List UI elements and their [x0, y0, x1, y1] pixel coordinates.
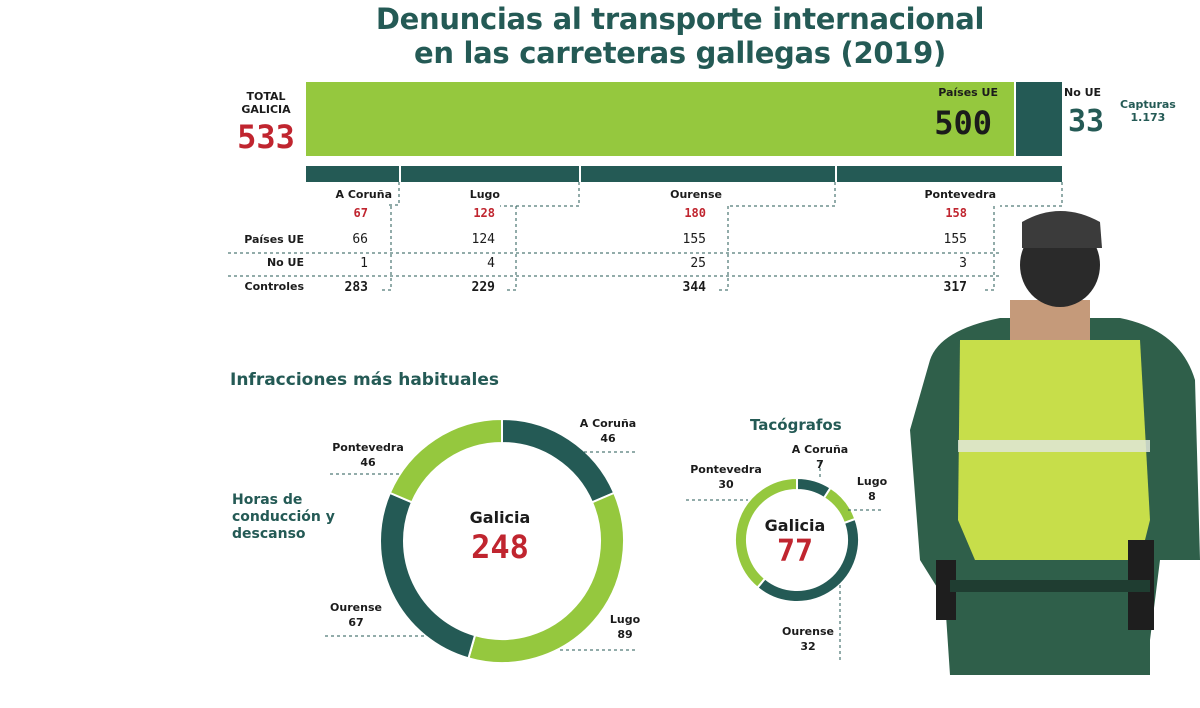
- bar-no-ue-label: No UE: [1064, 86, 1102, 99]
- table-cell: 155: [943, 232, 967, 247]
- donut-value-ourense: 67: [348, 616, 364, 629]
- province-bar-lugo: [401, 166, 579, 182]
- donut-value-lugo: 89: [617, 628, 633, 641]
- donut-label-a-coruna: A Coruña 46: [568, 416, 648, 446]
- bar-no-ue: [1016, 82, 1062, 156]
- province-name-pontevedra: Pontevedra: [924, 188, 996, 201]
- section-title-infracciones: Infracciones más habituales: [230, 370, 499, 390]
- table-cell: 124: [471, 232, 495, 247]
- province-bar-ourense: [581, 166, 835, 182]
- table-cell: 4: [487, 256, 495, 271]
- donut-tacografos: [734, 476, 860, 603]
- bar-paises-ue-label: Países UE: [938, 86, 998, 99]
- bar-paises-ue: [306, 82, 1014, 156]
- table-cell: 317: [943, 280, 967, 295]
- total-galicia-label: TOTAL GALICIA: [241, 90, 291, 116]
- row-label-paises-ue: Países UE: [244, 233, 304, 246]
- chart-title-line-2: en las carreteras gallegas (2019): [414, 36, 946, 70]
- taco-center-value: 77: [776, 534, 814, 569]
- donut-center-value: 248: [471, 528, 529, 566]
- table-cell: 3: [959, 256, 967, 271]
- donut-label-ourense: Ourense 67: [318, 600, 394, 630]
- taco-slice-pontevedra: [734, 476, 798, 590]
- chart-title-line-1: Denuncias al transporte internacional: [375, 2, 985, 36]
- donut-horas-conduccion: [379, 417, 625, 664]
- subtitle-horas-conduccion: Horas de conducción y descanso: [232, 492, 335, 542]
- donut-label-pontevedra: Pontevedra 46: [322, 440, 414, 470]
- donut-value-a-coruna: 46: [600, 432, 616, 445]
- table-cell: 344: [682, 280, 706, 295]
- row-label-controles: Controles: [244, 280, 304, 293]
- donut-label-lugo: Lugo 89: [590, 612, 660, 642]
- province-name-lugo: Lugo: [469, 188, 500, 201]
- chart-title: Denuncias al transporte internacional en…: [300, 2, 1060, 70]
- table-cell: 1: [360, 256, 368, 271]
- table-cell: 229: [471, 280, 495, 295]
- table-cell: 155: [682, 232, 706, 247]
- province-total-pontevedra: 158: [945, 206, 967, 220]
- table-guides: [228, 182, 1063, 291]
- table-cell: 283: [344, 280, 368, 295]
- bar-paises-ue-value: 500: [934, 104, 992, 142]
- taco-center-label: Galicia: [764, 516, 826, 535]
- province-total-lugo: 128: [473, 206, 495, 220]
- taco-label-a-coruna: A Coruña 7: [780, 442, 860, 472]
- province-bar-pontevedra: [837, 166, 1062, 182]
- taco-label-lugo: Lugo 8: [850, 474, 894, 504]
- donut-slice-pontevedra: [388, 417, 503, 504]
- radio-left: [936, 560, 956, 620]
- taco-value-a-coruna: 7: [816, 458, 824, 471]
- taco-value-lugo: 8: [868, 490, 876, 503]
- capturas-note: Capturas 1.173: [1120, 98, 1176, 124]
- donut-guides: [325, 451, 882, 660]
- province-name-a-coruna: A Coruña: [335, 188, 392, 201]
- taco-label-ourense: Ourense 32: [770, 624, 846, 654]
- neck: [1010, 300, 1090, 340]
- taco-value-ourense: 32: [800, 640, 816, 653]
- donut-center-label: Galicia: [469, 508, 531, 527]
- donut-value-pontevedra: 46: [360, 456, 376, 469]
- officer-figure: [910, 211, 1200, 675]
- province-name-ourense: Ourense: [670, 188, 722, 201]
- province-total-a-coruna: 67: [353, 206, 368, 220]
- cap: [1022, 211, 1102, 248]
- section-title-tacografos: Tacógrafos: [750, 416, 842, 434]
- table-cell: 25: [690, 256, 706, 271]
- province-bar-a-coruna: [306, 166, 399, 182]
- bar-no-ue-value: 33: [1068, 104, 1105, 139]
- table-cell: 66: [352, 232, 368, 247]
- taco-label-pontevedra: Pontevedra 30: [680, 462, 772, 492]
- province-total-ourense: 180: [684, 206, 706, 220]
- total-galicia-value: 533: [237, 118, 295, 156]
- taco-value-pontevedra: 30: [718, 478, 734, 491]
- row-label-no-ue: No UE: [266, 256, 304, 269]
